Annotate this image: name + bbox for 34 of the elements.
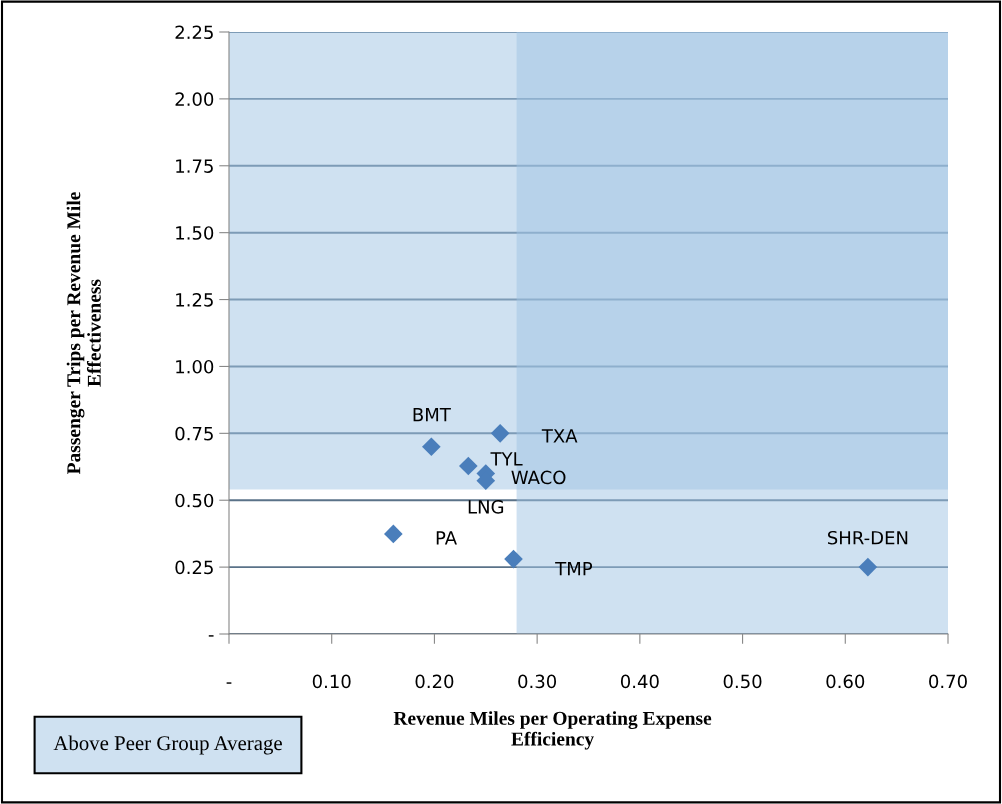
text: LNG (468, 500, 504, 514)
y-tick-label: 1.50 (176, 226, 214, 240)
text: TYL (490, 452, 523, 466)
point (490, 424, 510, 443)
y-axis-title: Passenger Trips per Revenue Mile Effectiveness (66, 192, 101, 475)
text: Above Peer Group Average (53, 735, 282, 755)
y-tick-label: 1.25 (176, 293, 213, 307)
text: TMP (555, 562, 593, 576)
y-tick-label: - (208, 635, 214, 637)
x-tick-label: 0.40 (620, 674, 659, 689)
y-tick-label: 1.75 (176, 159, 213, 173)
text: TXA (541, 429, 578, 443)
x-tick-label: 0.30 (518, 674, 557, 689)
x-tick-label: 0.20 (415, 674, 454, 689)
x-tick-label: 0.60 (826, 674, 865, 689)
text: WACO (511, 470, 566, 485)
point (504, 549, 523, 569)
y-tick-label: 1.00 (176, 359, 214, 374)
point (384, 524, 403, 544)
point (858, 557, 878, 577)
x-tick-label: 0.10 (312, 674, 351, 689)
x-tick-label: 0.50 (723, 674, 762, 689)
y-tick-label: 0.50 (175, 493, 214, 508)
x-tick-label: 0.70 (929, 674, 967, 689)
y-tick-label: 2.25 (175, 25, 213, 40)
text: BMT (413, 407, 451, 422)
point (422, 437, 441, 457)
y-tick-label: 0.25 (175, 560, 213, 575)
x-axis-title: Revenue Miles per Operating Expense Efficiency (393, 711, 712, 750)
y-tick-label: 0.75 (175, 426, 213, 441)
text: SHR-DEN (827, 530, 908, 545)
y-tick-label: 2.00 (175, 92, 214, 107)
text: PA (436, 531, 457, 545)
point (459, 456, 478, 476)
